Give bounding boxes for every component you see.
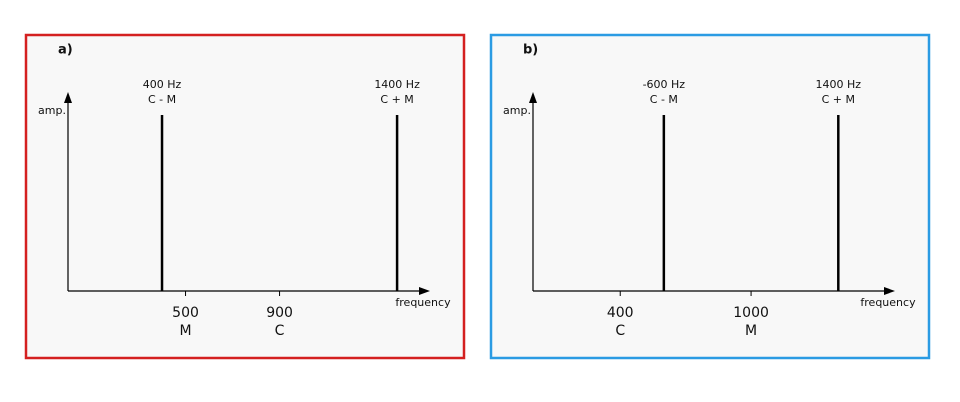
panel-label: b) (523, 43, 538, 58)
x-tick-name: M (179, 323, 191, 339)
spectral-line-label: 1400 Hz (374, 78, 420, 91)
panel: a) amp. frequency 500 M 900 C 400 Hz C - M 1400 H… (24, 33, 466, 360)
spectral-line-label: 1400 Hz (816, 78, 862, 91)
x-tick-label: 400 (607, 305, 634, 321)
x-tick-label: 900 (266, 305, 293, 321)
x-tick-name: C (615, 323, 625, 339)
panel-label: a) (58, 43, 73, 58)
spectral-line-name: C + M (822, 93, 855, 106)
panel-frame (24, 33, 466, 360)
panel-frame (489, 33, 931, 360)
x-tick-name: C (275, 323, 285, 339)
y-arrow (529, 92, 537, 103)
y-axis-label: amp. (38, 104, 66, 117)
spectral-line-label: -600 Hz (643, 78, 686, 91)
x-tick-name: M (745, 323, 757, 339)
spectral-line-name: C + M (380, 93, 413, 106)
spectral-line-name: C - M (650, 93, 678, 106)
x-tick-label: 1000 (733, 305, 769, 321)
panel: b) amp. frequency 400 C 1000 M -600 Hz C - M 1400… (489, 33, 931, 360)
spectral-line-name: C - M (148, 93, 176, 106)
y-axis-label: amp. (503, 104, 531, 117)
x-axis-label: frequency (395, 296, 451, 309)
x-arrow (419, 287, 430, 295)
x-axis-label: frequency (860, 296, 916, 309)
y-arrow (64, 92, 72, 103)
spectral-line-label: 400 Hz (143, 78, 182, 91)
x-arrow (884, 287, 895, 295)
x-tick-label: 500 (172, 305, 199, 321)
